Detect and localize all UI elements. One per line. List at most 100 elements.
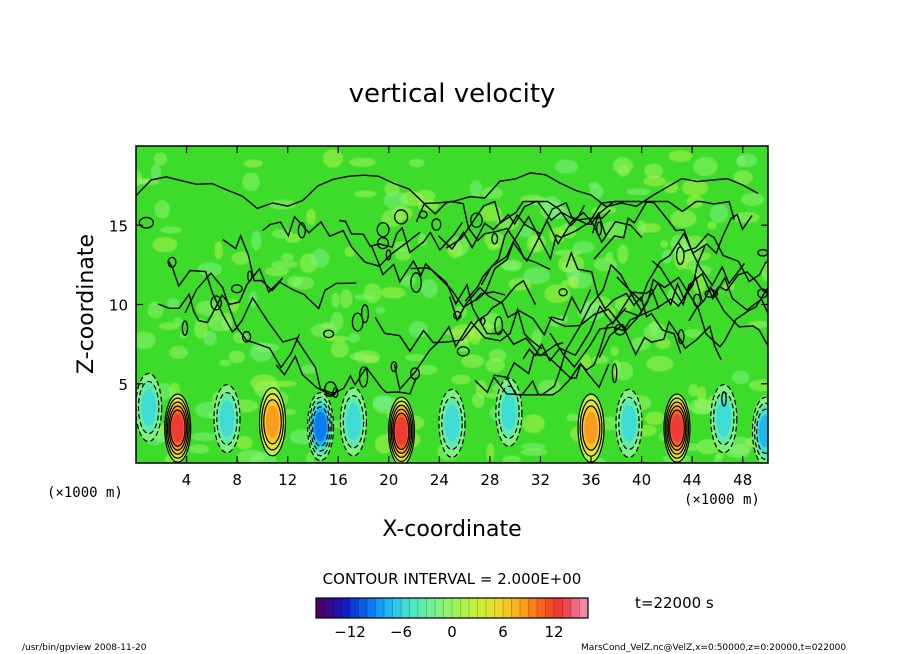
colorbar-tick-label: 0 <box>447 623 457 641</box>
field-texture-blob <box>663 181 679 194</box>
colorbar-swatch <box>418 598 427 618</box>
colorbar-tick-label: −12 <box>334 623 366 641</box>
closed-contour <box>167 256 177 268</box>
field-texture-blob <box>152 236 178 253</box>
zero-contour <box>493 263 643 396</box>
field-texture-blob <box>523 267 550 285</box>
field-texture-blob <box>696 386 707 402</box>
field-texture-blob <box>405 354 426 362</box>
field-texture-blob <box>496 215 520 230</box>
x-tick-label: 4 <box>182 471 192 489</box>
updraft-contour <box>389 400 414 462</box>
downdraft-contour <box>753 402 768 460</box>
x-tick-label: 36 <box>581 471 600 489</box>
field-texture-blob <box>408 158 425 168</box>
field-texture-blob <box>502 261 522 272</box>
field-texture-blob <box>724 443 750 459</box>
field-texture-blob <box>154 200 170 219</box>
colorbar-swatch <box>341 598 351 618</box>
field-texture-blob <box>686 251 711 262</box>
zero-contour <box>624 276 768 348</box>
closed-contour <box>704 289 719 298</box>
upper-contour <box>136 172 759 210</box>
x-tick-label: 24 <box>430 471 449 489</box>
zero-contour <box>678 233 768 283</box>
field-texture-blob <box>741 192 764 207</box>
field-texture-blob <box>733 170 753 186</box>
closed-contour <box>675 246 685 266</box>
field-texture-blob <box>330 340 350 358</box>
field-texture-blob <box>330 311 344 331</box>
downdraft-contour <box>438 388 466 458</box>
colorbar-swatch <box>426 598 436 618</box>
zero-contour <box>548 246 706 331</box>
zero-contour <box>222 233 357 310</box>
field-texture-blob <box>242 172 260 192</box>
field-texture-blob <box>383 191 409 210</box>
field-texture-blob <box>538 379 562 396</box>
field-texture-blob <box>349 157 376 167</box>
colorbar-swatch <box>486 598 495 618</box>
field-texture-blob <box>414 364 438 375</box>
field-texture-blob <box>203 330 217 346</box>
field-texture-blob <box>264 266 290 277</box>
closed-contour <box>614 323 626 336</box>
zero-contour <box>339 219 463 254</box>
updraft-contour <box>169 409 186 447</box>
x-tick-label: 16 <box>329 471 348 489</box>
closed-contour <box>452 310 462 320</box>
downdraft-contour <box>441 396 463 451</box>
field-texture-blob <box>667 287 683 307</box>
x-tick-label: 8 <box>232 471 242 489</box>
field-texture-blob <box>747 320 768 329</box>
zero-contour <box>480 211 643 286</box>
colorbar-swatch <box>511 598 521 618</box>
downdraft-contour <box>310 401 331 452</box>
colorbar-swatch <box>562 598 572 618</box>
field-texture-blob <box>380 286 406 299</box>
downdraft-contour <box>136 372 163 443</box>
field-texture-blob <box>681 179 709 197</box>
field-texture-blob <box>158 322 180 331</box>
field-texture-blob <box>190 432 218 442</box>
field-texture-blob <box>613 157 634 175</box>
field-texture-blob <box>617 244 629 264</box>
updraft-contour <box>164 393 192 463</box>
y-axis-label: Z-coordinate <box>74 234 99 374</box>
field-texture-blob <box>227 298 239 312</box>
updraft-cell-fill <box>395 417 408 446</box>
field-texture-blob <box>189 444 210 454</box>
field-texture-blob <box>363 283 382 304</box>
field-texture-blob <box>731 370 750 385</box>
updraft-contour <box>165 397 190 459</box>
closed-contour <box>494 316 504 336</box>
colorbar-swatch <box>477 598 487 618</box>
closed-contour <box>358 366 369 388</box>
closed-contour <box>376 222 390 238</box>
colorbar-swatch <box>409 598 419 618</box>
colorbar-swatch <box>469 598 478 618</box>
downdraft-cell-fill <box>219 400 235 437</box>
field-texture-blob <box>448 236 469 257</box>
field-texture-blob <box>469 328 481 345</box>
colorbar-swatch <box>384 598 393 618</box>
field-texture-blob <box>469 180 483 198</box>
zero-contour <box>445 200 611 249</box>
field-texture-blob <box>349 352 371 361</box>
colorbar-swatch <box>494 598 504 618</box>
field-texture-blob <box>709 203 729 223</box>
field-texture-blob <box>395 248 412 261</box>
field-texture-blob <box>375 306 386 314</box>
field-texture-blob <box>219 359 232 367</box>
updraft-contour <box>392 408 411 454</box>
colorbar-swatch <box>435 598 444 618</box>
field-texture-blob <box>348 333 361 343</box>
field-texture-blob <box>231 251 251 265</box>
field-texture-blob <box>644 411 665 426</box>
field-texture-blob <box>688 383 699 397</box>
zero-contour <box>474 362 610 396</box>
field-texture-blob <box>292 276 315 290</box>
updraft-cell-fill <box>265 405 280 438</box>
closed-contour <box>721 391 727 407</box>
